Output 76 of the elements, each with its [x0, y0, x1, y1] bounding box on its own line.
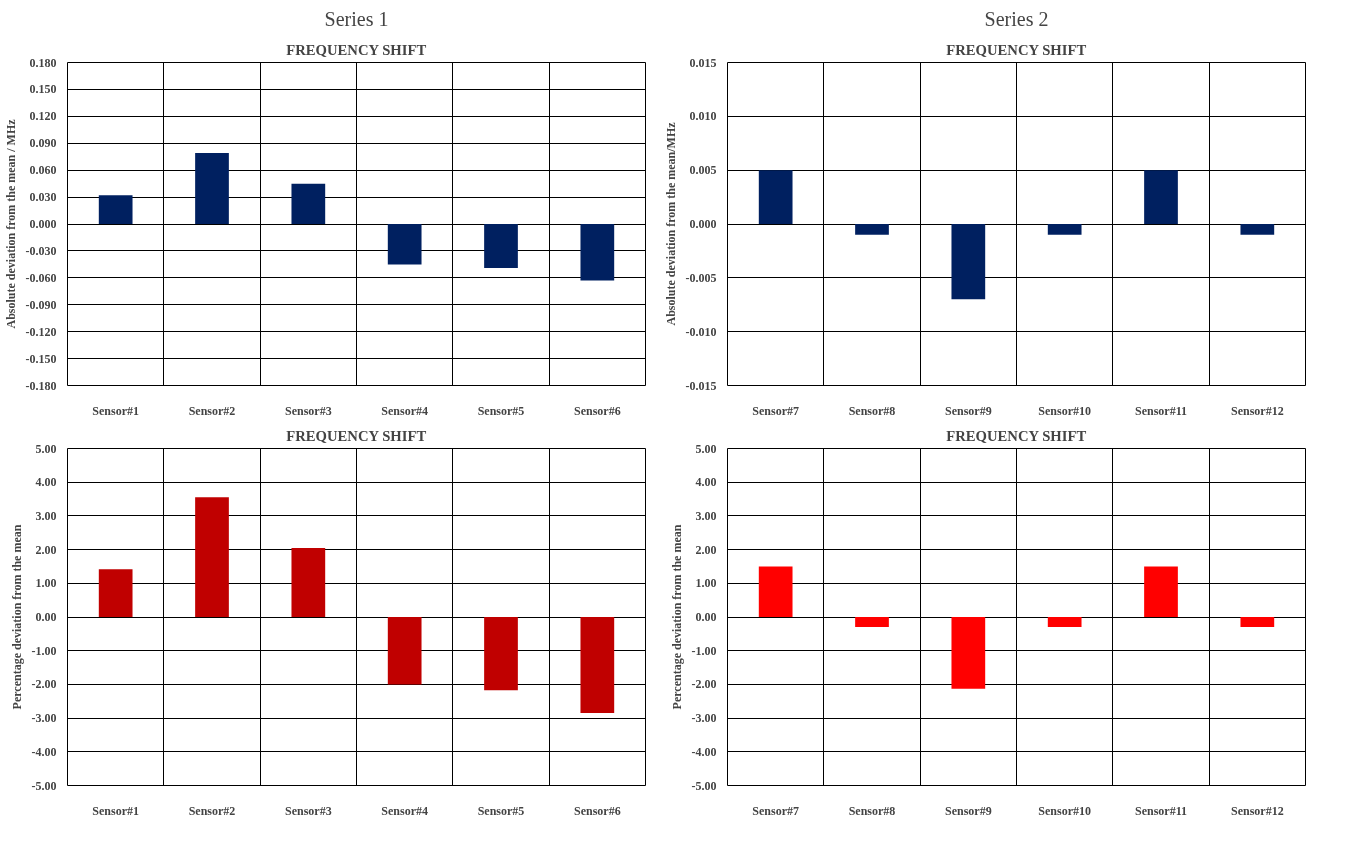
y-tick-label: 4.00 — [695, 475, 717, 490]
x-tick-label: Sensor#11 — [1135, 803, 1188, 818]
y-tick-label: 2.00 — [35, 542, 57, 557]
y-tick-label: 0.120 — [29, 109, 57, 124]
y-tick-label: 2.00 — [695, 542, 717, 557]
chart-title: FREQUENCY SHIFT — [286, 427, 427, 444]
y-tick-label: 0.015 — [689, 55, 717, 70]
x-tick-label: Sensor#5 — [477, 403, 525, 418]
x-tick-label: Sensor#10 — [1038, 803, 1091, 818]
y-tick-label: 0.005 — [689, 163, 717, 178]
x-tick-label: Sensor#12 — [1231, 403, 1284, 418]
x-tick-label: Sensor#6 — [574, 803, 621, 818]
y-tick-label: 5.00 — [695, 441, 717, 456]
chart-title: FREQUENCY SHIFT — [286, 41, 427, 58]
y-tick-label: -5.00 — [691, 778, 717, 793]
x-tick-label: Sensor#2 — [188, 403, 236, 418]
x-tick-label: Sensor#9 — [945, 803, 992, 818]
x-tick-label: Sensor#11 — [1135, 403, 1188, 418]
y-tick-label: -0.030 — [25, 243, 57, 258]
chart-title: FREQUENCY SHIFT — [946, 41, 1087, 58]
y-tick-label: 0.010 — [689, 109, 717, 124]
y-tick-label: -0.150 — [25, 351, 57, 366]
y-tick-label: -1.00 — [31, 643, 57, 658]
y-axis-title: Percentage deviation from the mean — [669, 524, 684, 710]
x-tick-label: Sensor#6 — [574, 403, 621, 418]
y-tick-label: -0.060 — [25, 270, 57, 285]
y-tick-label: -0.010 — [685, 324, 717, 339]
x-tick-label: Sensor#3 — [285, 803, 332, 818]
x-tick-label: Sensor#12 — [1231, 803, 1284, 818]
y-tick-label: -0.180 — [25, 378, 57, 393]
x-tick-label: Sensor#1 — [92, 403, 139, 418]
y-tick-label: 0.00 — [35, 610, 57, 624]
y-tick-label: 0.090 — [29, 136, 57, 151]
x-tick-label: Sensor#8 — [848, 403, 896, 418]
x-tick-label: Sensor#8 — [848, 803, 896, 818]
x-tick-label: Sensor#5 — [477, 803, 525, 818]
x-tick-label: Sensor#7 — [752, 803, 799, 818]
y-tick-label: 1.00 — [695, 576, 717, 591]
y-tick-label: 0.150 — [29, 82, 57, 97]
y-tick-label: -1.00 — [691, 643, 717, 658]
y-tick-label: 0.030 — [29, 190, 57, 205]
x-tick-label: Sensor#7 — [752, 403, 799, 418]
x-tick-label: Sensor#3 — [285, 403, 332, 418]
text: Series 2 — [984, 7, 1049, 30]
y-tick-label: 3.00 — [35, 508, 57, 523]
y-tick-label: 5.00 — [35, 441, 57, 456]
y-tick-label: -3.00 — [31, 711, 57, 726]
chart-title: FREQUENCY SHIFT — [946, 427, 1087, 444]
y-tick-label: 4.00 — [35, 475, 57, 490]
y-tick-label: 1.00 — [35, 576, 57, 591]
y-tick-label: 0.00 — [695, 610, 717, 624]
y-tick-label: -3.00 — [691, 711, 717, 726]
y-tick-label: 0.000 — [689, 217, 717, 231]
y-tick-label: -0.005 — [685, 270, 717, 285]
x-tick-label: Sensor#4 — [381, 803, 428, 818]
y-tick-label: -4.00 — [691, 744, 717, 759]
y-tick-label: 0.060 — [29, 163, 57, 178]
x-tick-label: Sensor#1 — [92, 803, 139, 818]
x-tick-label: Sensor#2 — [188, 803, 236, 818]
y-axis-title: Percentage deviation from the mean — [9, 524, 24, 710]
x-tick-label: Sensor#9 — [945, 403, 992, 418]
y-tick-label: -4.00 — [31, 744, 57, 759]
y-tick-label: -5.00 — [31, 778, 57, 793]
x-tick-label: Sensor#4 — [381, 403, 428, 418]
y-tick-label: -0.120 — [25, 324, 57, 339]
y-tick-label: -0.090 — [25, 297, 57, 312]
y-tick-label: -2.00 — [691, 677, 717, 692]
y-axis-title: Absolute deviation from the mean/MHz — [663, 121, 678, 326]
y-tick-label: 0.000 — [29, 217, 57, 231]
x-tick-label: Sensor#10 — [1038, 403, 1091, 418]
y-axis-title: Absolute deviation from the mean / MHz — [3, 118, 18, 329]
text: Series 1 — [324, 7, 389, 30]
y-tick-label: 3.00 — [695, 508, 717, 523]
y-tick-label: -0.015 — [685, 378, 717, 393]
y-tick-label: 0.180 — [29, 55, 57, 70]
y-tick-label: -2.00 — [31, 677, 57, 692]
